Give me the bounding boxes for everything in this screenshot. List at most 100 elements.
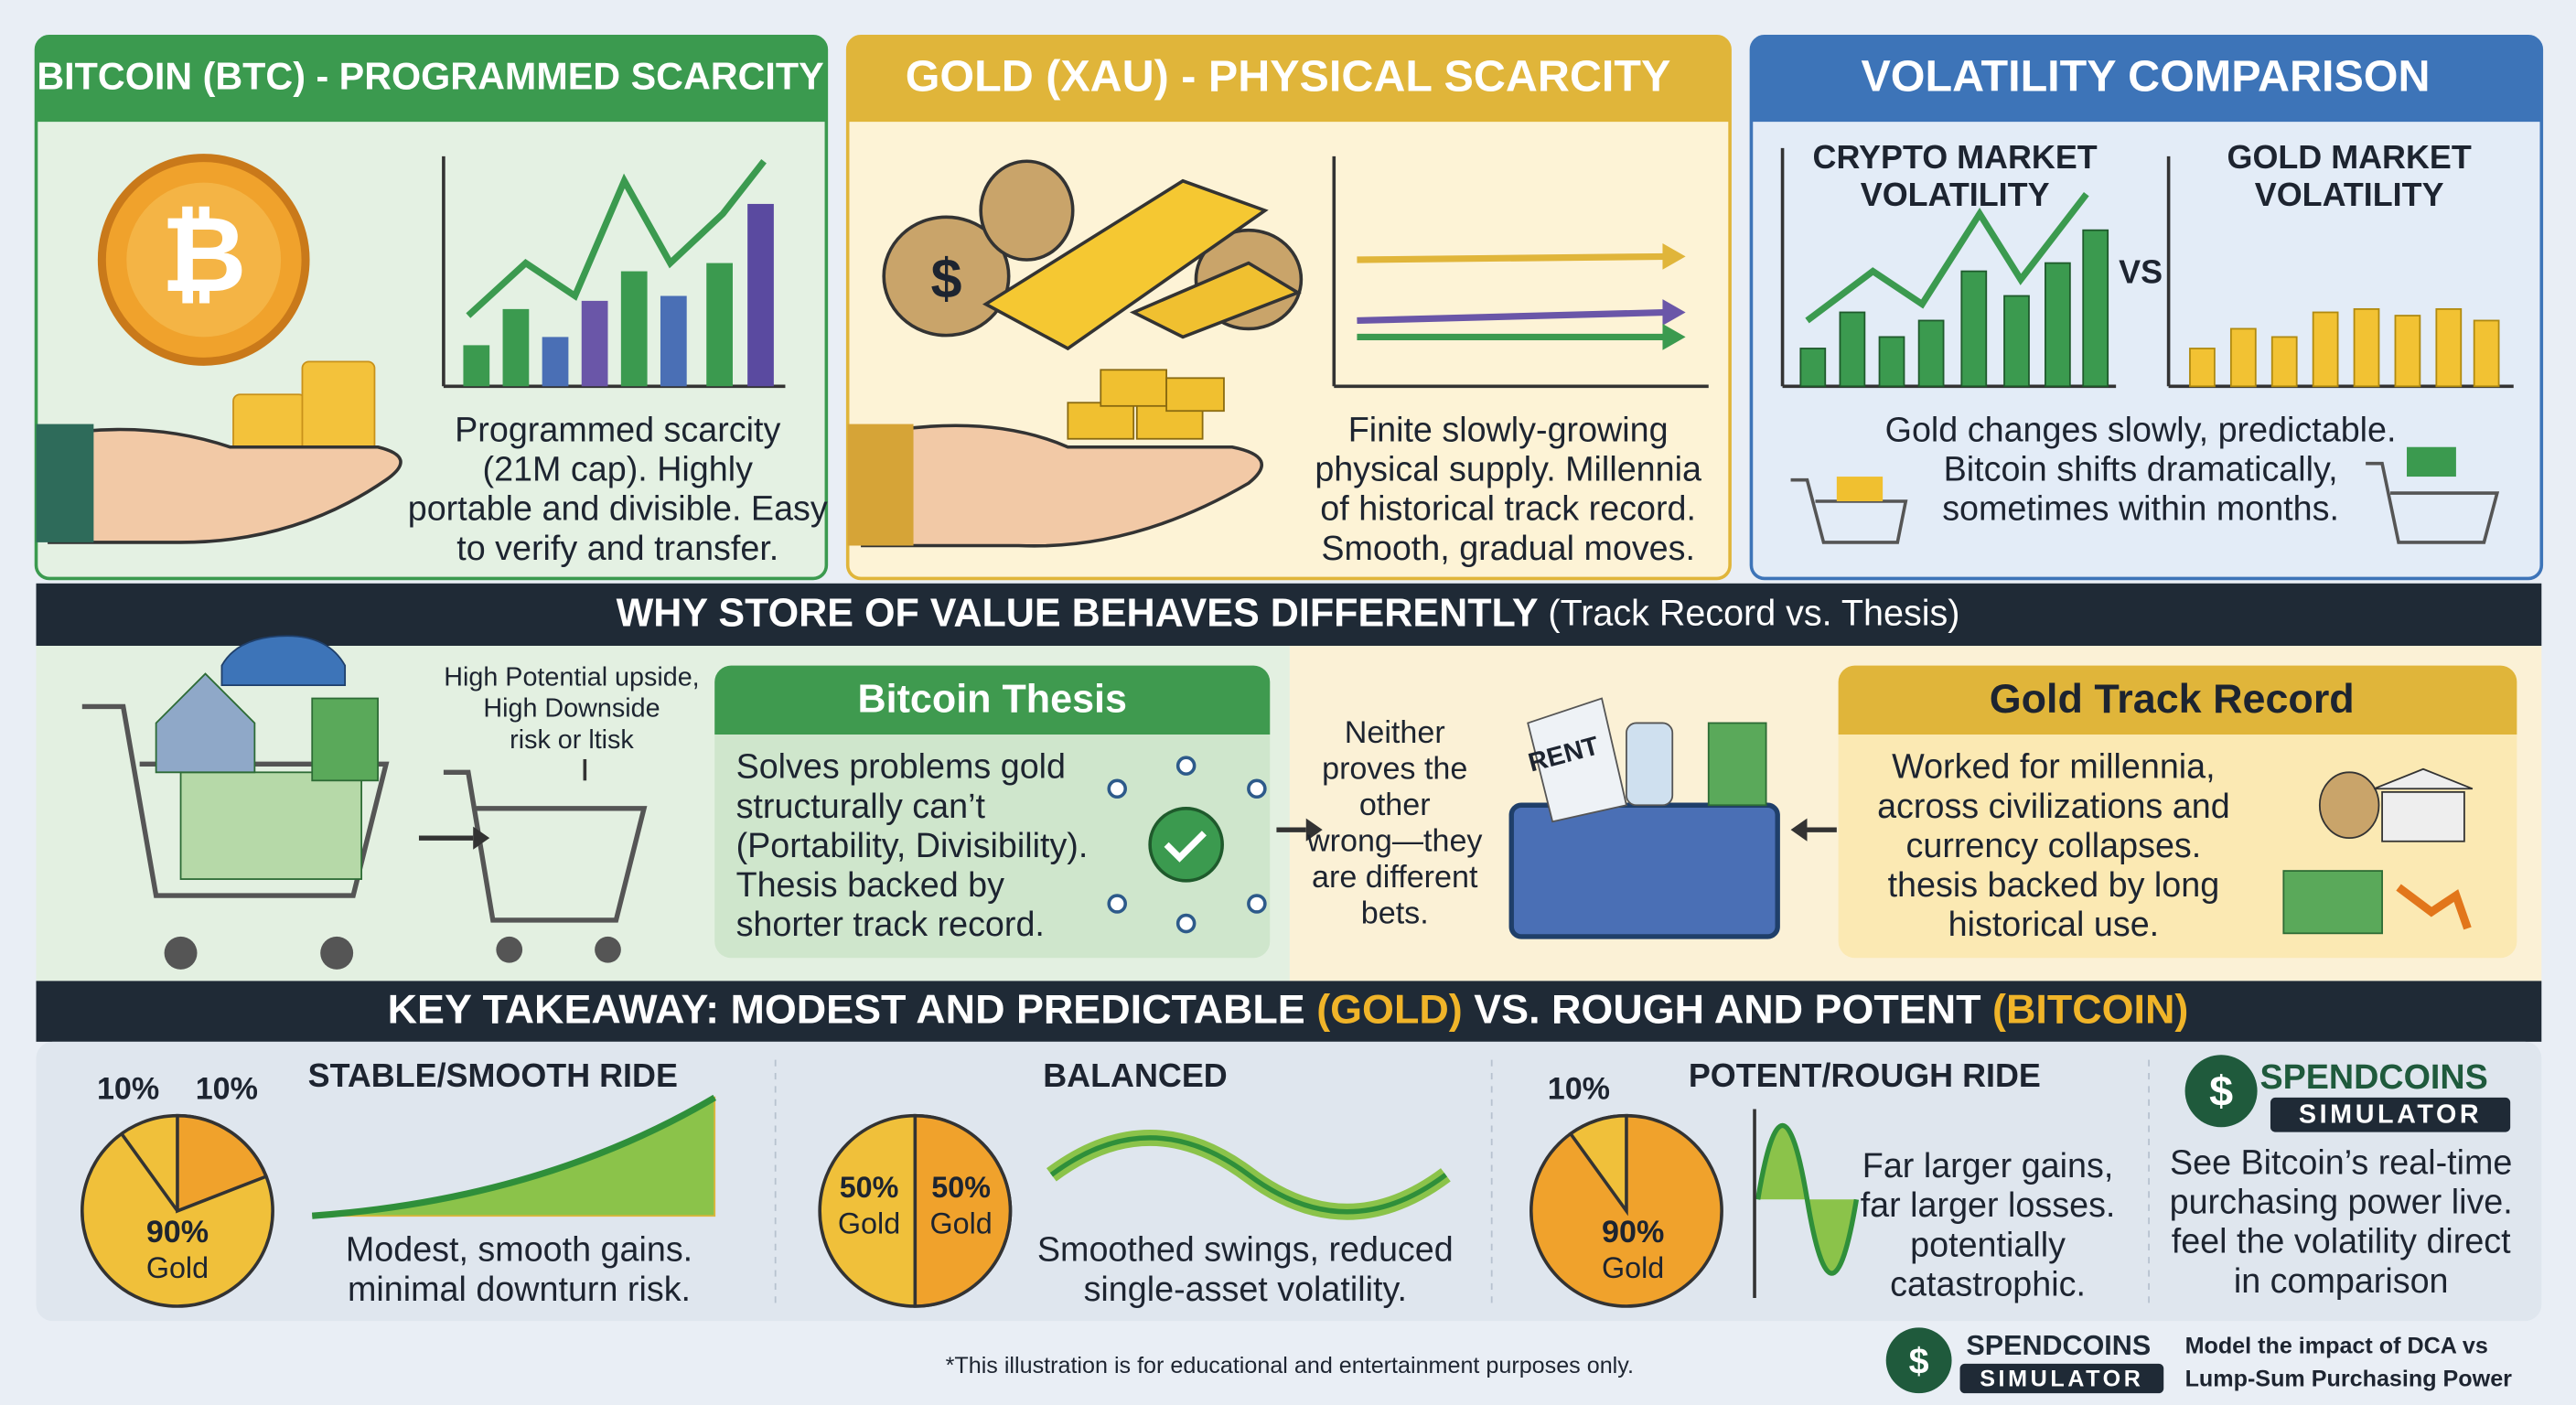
banner bbox=[36, 583, 2542, 647]
panel-gold-shape-shape bbox=[1100, 369, 1167, 407]
disclaimer: *This illustration is for educational an… bbox=[946, 1353, 1634, 1378]
panel-volatility-shape-shape bbox=[2366, 461, 2500, 544]
panel-bitcoin-shape: ₿ bbox=[161, 197, 247, 314]
middle-section-shape bbox=[220, 635, 347, 687]
box-text: historical use. bbox=[1948, 905, 2160, 943]
footer-brand-shape bbox=[1959, 1363, 2164, 1394]
pie-label: Gold bbox=[929, 1207, 992, 1240]
panel-bitcoin-shape bbox=[232, 360, 376, 461]
middle-section-shape-shape bbox=[179, 771, 362, 880]
middle-note: other bbox=[1359, 788, 1431, 822]
panel-volatility-shape-shape bbox=[1839, 311, 1866, 388]
chart-label: CRYPTO MARKET bbox=[1813, 138, 2098, 176]
panel-text: Bitcoin shifts dramatically, bbox=[1944, 450, 2338, 488]
middle-section-shape-shape bbox=[311, 697, 379, 782]
panel-volatility-shape bbox=[1751, 36, 2542, 123]
section-title: POTENT/ROUGH RIDE bbox=[1689, 1056, 2041, 1094]
banner-title-main: WHY STORE OF VALUE BEHAVES DIFFERENTLY bbox=[617, 592, 1539, 636]
box-text: (Portability, Divisibility). bbox=[736, 826, 1089, 864]
pie-label: Gold bbox=[146, 1251, 209, 1284]
panel-text: sometimes within months. bbox=[1942, 489, 2339, 528]
pie-label: Gold bbox=[1602, 1251, 1664, 1284]
panel-volatility-shape bbox=[2189, 307, 2500, 388]
middle-section-shape bbox=[1790, 818, 1808, 842]
box-title: Gold Track Record bbox=[1990, 675, 2355, 722]
panel-bitcoin-shape bbox=[463, 203, 774, 387]
panel-gold-shape: $ bbox=[930, 247, 961, 309]
pie-label: 10% bbox=[97, 1072, 159, 1107]
middle-section-shape bbox=[496, 936, 523, 963]
panel-volatility-shape-shape bbox=[2045, 262, 2071, 388]
pie-label: Gold bbox=[838, 1207, 900, 1240]
bottom-section-shape bbox=[774, 1059, 2150, 1306]
banner-subtitle: (Track Record vs. Thesis) bbox=[1548, 594, 1959, 634]
middle-section-shape-shape bbox=[1247, 894, 1267, 914]
section-text: catastrophic. bbox=[1890, 1264, 2086, 1303]
section-text: single-asset volatility. bbox=[1084, 1270, 1407, 1308]
panel-text: Programmed scarcity bbox=[455, 411, 780, 449]
bottom-section-shape: $ bbox=[2209, 1067, 2233, 1115]
panel-title: GOLD (XAU) - PHYSICAL SCARCITY bbox=[906, 51, 1671, 101]
box-text: Worked for millennia, bbox=[1892, 747, 2215, 786]
bottom-section-shape bbox=[120, 1132, 179, 1212]
brand-name: SPENDCOINS bbox=[2259, 1057, 2487, 1096]
panel-bitcoin: ₿ bbox=[34, 34, 829, 581]
bottom-section-shape bbox=[913, 1113, 1013, 1308]
panel-volatility-shape-shape bbox=[1917, 319, 1945, 388]
section-text: minimal downturn risk. bbox=[348, 1270, 691, 1308]
takeaway-part: (GOLD) bbox=[1316, 985, 1463, 1032]
bottom-section-shape bbox=[1755, 1122, 1860, 1276]
panel-gold-shape bbox=[861, 424, 1264, 548]
middle-section-shape bbox=[714, 665, 1271, 735]
panel-gold-shape bbox=[847, 424, 914, 546]
middle-section bbox=[36, 635, 2542, 981]
bottom-section-shape bbox=[311, 1094, 717, 1219]
middle-section-shape bbox=[1838, 665, 2517, 735]
middle-section-shape bbox=[155, 672, 379, 880]
bottom-section-shape bbox=[2270, 1097, 2511, 1132]
promo-text: in comparison bbox=[2234, 1261, 2449, 1300]
middle-section-shape bbox=[1626, 722, 1674, 807]
middle-section-shape bbox=[714, 665, 1271, 959]
panel-text: (21M cap). Highly bbox=[483, 450, 754, 488]
pie-label: 90% bbox=[1602, 1215, 1664, 1249]
section-text: far larger losses. bbox=[1861, 1185, 2116, 1224]
panel-gold-shape bbox=[1662, 299, 1686, 326]
panel-gold-shape-shape bbox=[1357, 252, 1668, 263]
panel-gold-shape-shape bbox=[1357, 308, 1668, 325]
panel-volatility-shape bbox=[1799, 229, 2109, 388]
bottom-section: $ bbox=[36, 1041, 2542, 1322]
panel-text: portable and divisible. Easy bbox=[408, 489, 828, 528]
section-title: STABLE/SMOOTH RIDE bbox=[308, 1056, 678, 1094]
panel-bitcoin-shape-shape bbox=[502, 308, 530, 387]
middle-section-shape bbox=[595, 936, 621, 963]
section-text: Far larger gains, bbox=[1862, 1146, 2114, 1185]
bottom-section-shape bbox=[176, 1113, 269, 1214]
panel-gold-shape-shape bbox=[882, 215, 1011, 338]
panel-title: BITCOIN (BTC) - PROGRAMMED SCARCITY bbox=[37, 55, 823, 97]
panel-bitcoin-shape-shape bbox=[581, 300, 608, 387]
panel-volatility-shape bbox=[1836, 477, 1884, 501]
panel-gold: $ bbox=[845, 34, 1732, 581]
section-title: BALANCED bbox=[1043, 1056, 1227, 1094]
brand-name: SPENDCOINS bbox=[1966, 1330, 2151, 1361]
middle-section-shape-shape bbox=[1175, 756, 1197, 776]
banner-title: WHY STORE OF VALUE BEHAVES DIFFERENTLY (T… bbox=[617, 592, 1960, 636]
chart-label: GOLD MARKET bbox=[2227, 138, 2472, 176]
panel-volatility-shape-shape bbox=[2353, 307, 2380, 388]
pie-label: 10% bbox=[1548, 1072, 1610, 1107]
section-text: potentially bbox=[1910, 1225, 2066, 1263]
panel-bitcoin-shape-shape bbox=[706, 263, 733, 387]
middle-section-shape bbox=[1148, 807, 1224, 883]
middle-section-shape bbox=[320, 936, 354, 970]
middle-section-shape-shape bbox=[1247, 778, 1267, 799]
panel-gold-shape bbox=[1129, 261, 1302, 339]
panel-volatility-shape-shape bbox=[2394, 315, 2421, 388]
panel-volatility-shape bbox=[1805, 191, 2089, 324]
panel-bitcoin-shape-shape bbox=[660, 295, 687, 387]
middle-section-shape-shape bbox=[155, 672, 256, 774]
panel-volatility-shape bbox=[1749, 34, 2544, 581]
middle-note: are different bbox=[1312, 860, 1478, 895]
box-text: Thesis backed by bbox=[736, 865, 1005, 904]
